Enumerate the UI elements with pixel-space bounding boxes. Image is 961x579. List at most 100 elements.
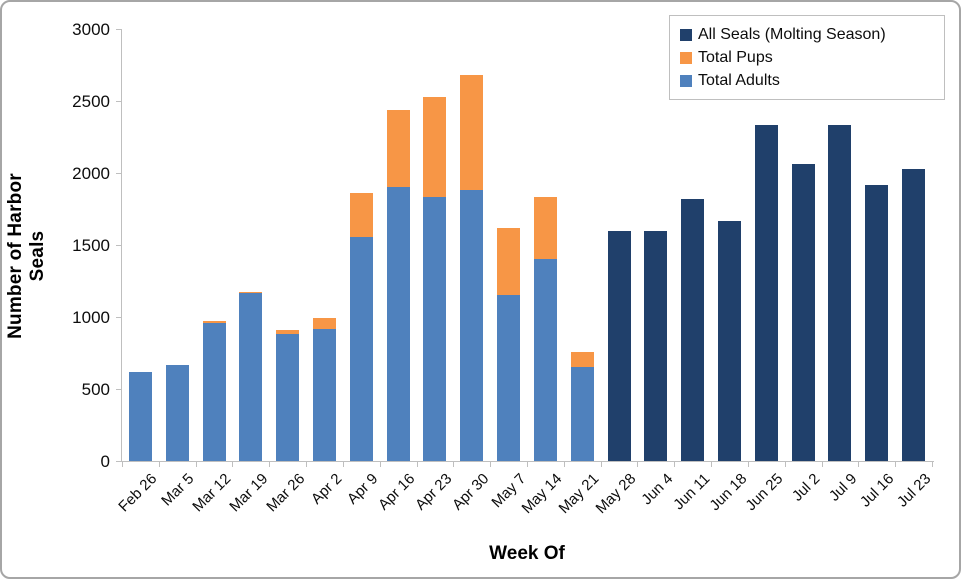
- x-axis-line: [117, 461, 934, 462]
- x-tick-mark: [784, 462, 786, 467]
- bar-segment-total-adults: [165, 365, 189, 461]
- bar-jul-9: [828, 125, 852, 461]
- bar-segment-total-pups: [239, 291, 263, 294]
- bar-mar-26: [276, 329, 300, 461]
- legend-item-total-adults: Total Adults: [680, 69, 934, 92]
- legend-swatch-icon: [680, 51, 692, 64]
- x-category-label: Feb 26: [115, 470, 161, 516]
- bar-segment-total-adults: [460, 190, 484, 461]
- x-tick-mark: [527, 462, 528, 467]
- y-tick-mark: [116, 389, 122, 390]
- bar-segment-all-seals-molting-season-: [754, 124, 778, 461]
- x-tick-mark: [637, 462, 639, 467]
- x-category-label: May 28: [592, 470, 640, 518]
- bar-segment-all-seals-molting-season-: [681, 198, 705, 461]
- x-category-label: May 14: [518, 470, 566, 518]
- bar-segment-total-adults: [497, 295, 521, 461]
- x-tick-mark: [269, 462, 271, 467]
- legend-label: Total Pups: [698, 48, 773, 66]
- x-category-label: Jul 9: [825, 470, 861, 505]
- x-category-label: Jun 25: [742, 470, 787, 515]
- bar-segment-total-adults: [423, 197, 447, 461]
- x-tick-mark: [379, 462, 381, 467]
- x-category-label: Mar 12: [189, 470, 235, 516]
- x-category-label: Jul 16: [856, 470, 898, 511]
- bar-segment-total-adults: [386, 187, 410, 461]
- x-category-label: May 21: [555, 470, 603, 518]
- bar-mar-12: [202, 321, 226, 461]
- y-tick-label: 2500: [72, 92, 110, 111]
- y-tick-mark: [116, 29, 122, 30]
- y-tick-mark: [116, 317, 122, 318]
- bar-segment-total-pups: [533, 196, 557, 260]
- bar-may-21: [570, 351, 594, 461]
- x-tick-mark: [416, 462, 418, 467]
- bar-feb-26: [128, 372, 152, 461]
- x-category-label: Mar 26: [262, 470, 308, 516]
- bar-segment-total-adults: [128, 372, 152, 461]
- legend-swatch-icon: [680, 28, 692, 41]
- bar-jun-11: [681, 198, 705, 461]
- bar-segment-all-seals-molting-season-: [902, 169, 926, 461]
- x-tick-mark: [674, 462, 676, 467]
- x-tick-mark: [158, 462, 160, 467]
- legend-swatch-icon: [680, 74, 692, 87]
- y-tick-mark: [116, 173, 122, 174]
- bar-segment-all-seals-molting-season-: [644, 231, 668, 461]
- x-tick-mark: [821, 462, 823, 467]
- y-tick-label: 0: [100, 452, 110, 471]
- x-tick-mark: [453, 462, 455, 467]
- x-category-label: Apr 2: [307, 470, 345, 508]
- x-tick-mark: [563, 462, 565, 467]
- bar-segment-all-seals-molting-season-: [828, 125, 852, 461]
- x-tick-mark: [600, 462, 602, 467]
- legend: All Seals (Molting Season) Total Pups Tota…: [669, 15, 945, 100]
- legend-item-total-pups: Total Pups: [680, 46, 934, 69]
- bar-may-28: [607, 230, 631, 461]
- x-axis-title: Week Of: [489, 543, 565, 564]
- bar-jul-16: [865, 184, 889, 461]
- bar-apr-16: [386, 110, 410, 461]
- bar-jul-23: [902, 169, 926, 461]
- x-category-label: Jun 11: [669, 470, 713, 514]
- bar-segment-total-pups: [276, 329, 300, 335]
- bar-apr-2: [313, 318, 336, 461]
- x-tick-mark: [342, 462, 344, 467]
- x-tick-mark: [932, 462, 933, 467]
- y-tick-mark: [116, 101, 122, 102]
- bar-apr-23: [423, 97, 447, 461]
- bar-segment-total-adults: [313, 329, 336, 461]
- bar-segment-total-pups: [570, 351, 594, 367]
- legend-label: Total Adults: [698, 71, 780, 89]
- x-tick-mark: [195, 462, 197, 467]
- y-axis-title: Number of Harbor Seals: [5, 173, 48, 339]
- x-tick-mark: [747, 462, 749, 467]
- bar-segment-total-adults: [276, 334, 300, 461]
- x-category-label: Apr 16: [375, 470, 419, 514]
- x-tick-mark: [490, 462, 492, 467]
- bar-may-7: [497, 227, 521, 461]
- bar-mar-5: [165, 365, 189, 461]
- bar-segment-total-adults: [349, 237, 373, 461]
- x-category-label: Jul 23: [893, 470, 934, 511]
- x-category-label: Mar 19: [226, 470, 272, 516]
- x-tick-mark: [232, 462, 234, 467]
- bar-segment-total-pups: [202, 321, 226, 323]
- y-tick-label: 500: [81, 380, 110, 399]
- y-tick-label: 2000: [72, 164, 110, 183]
- bar-segment-total-adults: [533, 259, 557, 461]
- bar-apr-9: [349, 193, 373, 461]
- bar-may-14: [533, 196, 557, 461]
- x-tick-mark: [858, 462, 860, 467]
- x-tick-mark: [895, 462, 897, 467]
- x-category-label: Jun 18: [705, 470, 750, 515]
- y-tick-label: 3000: [72, 20, 110, 39]
- bar-segment-total-adults: [239, 293, 263, 461]
- plot-area: [122, 29, 932, 461]
- bar-segment-total-pups: [497, 227, 521, 296]
- bar-jun-18: [718, 220, 741, 461]
- x-tick-mark: [711, 462, 713, 467]
- y-tick-mark: [116, 461, 122, 462]
- bar-segment-total-pups: [386, 110, 410, 188]
